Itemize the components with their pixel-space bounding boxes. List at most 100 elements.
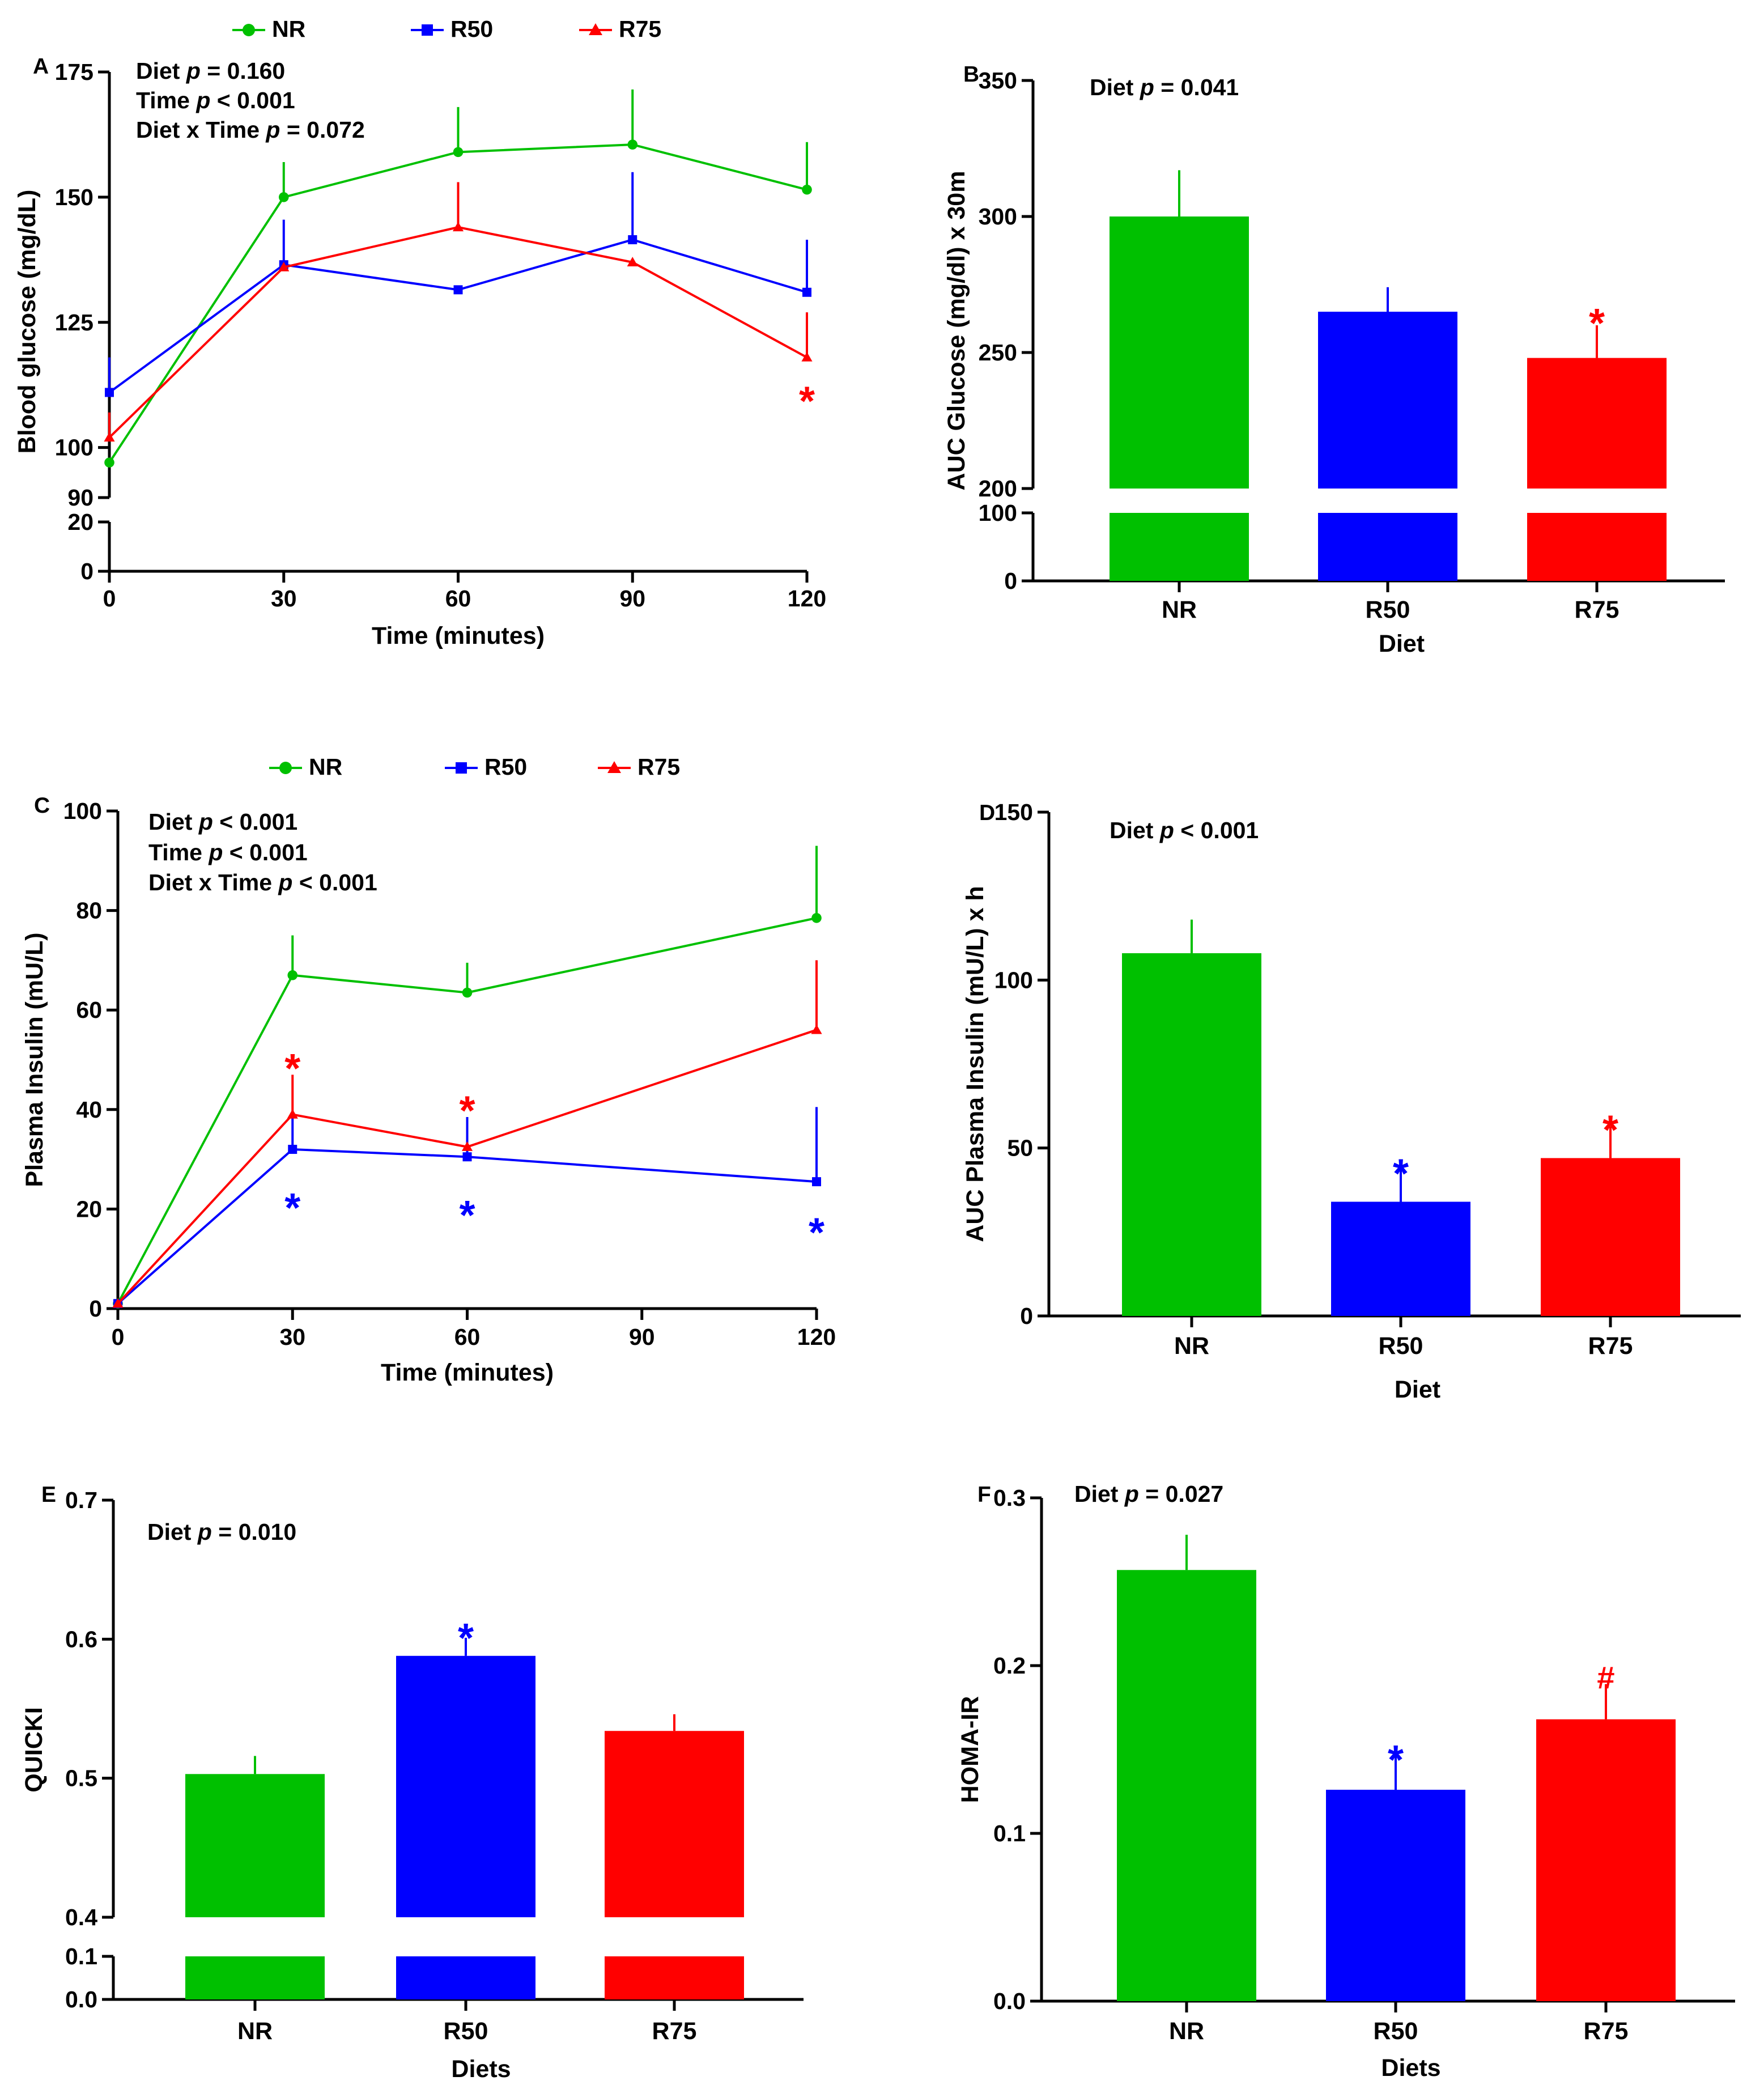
data-point (461, 1141, 473, 1151)
legend-marker (243, 24, 255, 36)
y-tick-label: 0.4 (65, 1904, 97, 1930)
panel-e-bar-chart: E Diet p = 0.010 0.4 0.5 0.6 0.7 0.0 0.1 QUICKI D… (20, 1483, 804, 2083)
category-label: R50 (444, 2018, 488, 2045)
bar-lower (605, 1956, 744, 1999)
y-tick-label: 80 (76, 898, 102, 924)
category-label: NR (237, 2018, 273, 2045)
data-point (104, 457, 114, 468)
data-point (802, 287, 811, 297)
panel-label: C (34, 793, 50, 818)
stat-line: Time p < 0.001 (148, 839, 308, 865)
bar (1122, 953, 1261, 1316)
data-point (462, 987, 473, 998)
data-point (112, 1298, 124, 1308)
significance-mark: * (1393, 1151, 1409, 1196)
significance-mark: * (1603, 1107, 1618, 1153)
stat-p-symbol: p (186, 58, 201, 84)
series-line-r50 (117, 1148, 817, 1305)
stat-line: Diet x Time p = 0.072 (136, 117, 365, 143)
stat-value: = 0.072 (280, 117, 364, 143)
stat-line: Diet x Time p < 0.001 (148, 869, 377, 895)
x-tick-label: 60 (454, 1324, 481, 1350)
series-line-r75 (108, 226, 807, 439)
category-label: NR (1169, 2018, 1204, 2045)
stat-value: = 0.041 (1154, 74, 1239, 100)
bar (1318, 312, 1457, 489)
stat-value: < 0.001 (223, 839, 307, 865)
data-point (278, 261, 290, 271)
panel-label: A (33, 54, 49, 79)
panel-d-bar-chart: D Diet p < 0.001 0 50 100 150 AUC Plasma Insul… (962, 799, 1741, 1403)
y-tick-label: 0.1 (65, 1943, 97, 1969)
y-tick-label: 0.3 (993, 1485, 1026, 1511)
bar (185, 1774, 325, 1917)
category-label: R50 (1374, 2018, 1418, 2045)
significance-mark: * (799, 379, 815, 424)
data-point (628, 235, 637, 244)
data-point (104, 432, 115, 442)
significance-mark: * (458, 1616, 474, 1661)
category-label: R50 (1366, 596, 1410, 623)
panel-label: D (979, 801, 995, 825)
y-tick-label: 0.0 (993, 1988, 1026, 2014)
x-tick-label: 30 (271, 585, 297, 612)
bar (396, 1655, 535, 1917)
x-tick-label: 60 (445, 585, 471, 612)
legend-marker (456, 762, 467, 774)
bar (1331, 1201, 1470, 1316)
x-axis-title: Time (minutes) (381, 1359, 554, 1386)
y-tick-label: 0 (89, 1296, 102, 1322)
legend-label: NR (272, 16, 305, 42)
data-point (453, 285, 463, 295)
stat-prefix: Diet x Time (148, 869, 278, 895)
stat-line: Diet p = 0.027 (1074, 1481, 1223, 1507)
significance-mark: * (809, 1211, 824, 1256)
legend-marker (589, 23, 602, 35)
data-point (811, 1024, 822, 1034)
x-tick-label: 30 (279, 1324, 305, 1350)
bar (1541, 1158, 1680, 1316)
stat-prefix: Diet (147, 1519, 198, 1545)
stat-value: = 0.027 (1139, 1481, 1223, 1507)
legend-label: NR (309, 754, 342, 780)
legend-label: R75 (619, 16, 661, 42)
x-axis-title: Diet (1395, 1376, 1440, 1403)
stat-prefix: Time (136, 87, 196, 113)
stat-p-symbol: p (265, 117, 280, 143)
data-point (812, 1177, 821, 1187)
y-axis-title: AUC Glucose (mg/dl) x 30m (943, 171, 970, 491)
stat-prefix: Diet (136, 58, 186, 84)
stat-p-symbol: p (208, 839, 223, 865)
y-tick-label: 100 (55, 435, 93, 461)
stat-prefix: Diet (1074, 1481, 1125, 1507)
y-tick-label: 40 (76, 1097, 102, 1123)
stat-value: = 0.160 (201, 58, 285, 84)
y-tick-label: 20 (76, 1196, 102, 1222)
significance-mark: * (284, 1186, 300, 1231)
significance-mark: * (1589, 301, 1605, 346)
stat-prefix: Diet (1110, 817, 1160, 843)
y-tick-label: 0.6 (65, 1626, 97, 1652)
legend-marker (279, 762, 292, 774)
data-point (452, 222, 464, 232)
stat-prefix: Diet x Time (136, 117, 266, 143)
bar-lower (185, 1956, 325, 1999)
y-tick-label: 50 (1007, 1135, 1033, 1161)
panel-b-bar-chart: B Diet p = 0.041 200 250 300 350 0 100 AUC Gluco… (943, 62, 1725, 657)
x-tick-label: 120 (788, 585, 826, 612)
x-axis-title: Diets (451, 2056, 511, 2083)
data-point (462, 1152, 472, 1162)
x-tick-label: 90 (619, 585, 645, 612)
y-tick-label: 60 (76, 997, 102, 1023)
stat-line: Diet p < 0.001 (1110, 817, 1259, 843)
stat-p-symbol: p (195, 87, 210, 113)
data-point (811, 912, 822, 923)
category-label: R75 (1588, 1332, 1633, 1360)
x-tick-label: 0 (103, 585, 116, 612)
y-tick-label: 0 (80, 558, 93, 584)
data-point (801, 352, 813, 362)
category-label: R75 (1575, 596, 1620, 623)
